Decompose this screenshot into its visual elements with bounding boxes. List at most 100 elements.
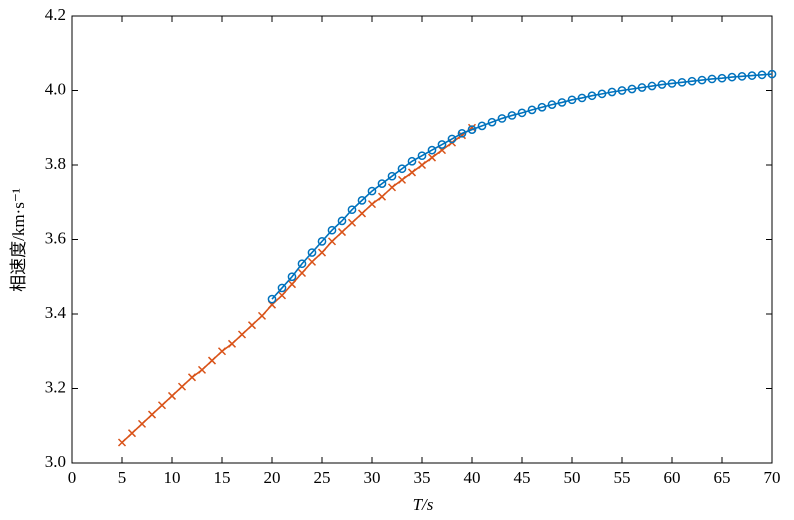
point-marker — [387, 183, 397, 192]
point-marker — [297, 259, 307, 269]
x-tick-label: 60 — [664, 468, 681, 487]
point-marker — [467, 125, 477, 134]
point-marker — [747, 71, 757, 80]
point-marker — [757, 70, 767, 80]
x-tick-label: 65 — [714, 468, 731, 487]
point-marker — [397, 175, 407, 184]
point-marker — [517, 108, 527, 118]
x-tick-label: 55 — [614, 468, 631, 487]
point-marker — [407, 156, 417, 166]
point-marker — [287, 280, 297, 289]
point-marker — [327, 237, 337, 246]
x-tick-label: 10 — [164, 468, 181, 487]
point-marker — [527, 105, 537, 115]
x-tick-label: 0 — [68, 468, 77, 487]
y-tick-label: 3.0 — [45, 452, 66, 471]
point-marker — [647, 81, 657, 91]
point-marker — [497, 114, 507, 123]
point-marker — [277, 291, 287, 300]
point-marker — [117, 438, 127, 447]
point-marker — [127, 429, 137, 438]
point-marker — [147, 410, 157, 419]
point-marker — [487, 117, 497, 127]
point-marker — [477, 121, 487, 131]
point-marker — [447, 134, 457, 144]
point-marker — [197, 365, 207, 374]
x-tick-label: 45 — [514, 468, 531, 487]
point-marker — [247, 321, 257, 330]
point-marker — [207, 356, 217, 365]
y-tick-label: 4.2 — [45, 5, 66, 24]
point-marker — [687, 76, 697, 86]
point-marker — [697, 75, 707, 85]
point-marker — [367, 186, 377, 196]
point-marker — [357, 196, 367, 205]
point-marker — [307, 248, 317, 257]
point-marker — [507, 111, 517, 120]
point-marker — [167, 391, 177, 400]
point-marker — [737, 71, 747, 81]
point-marker — [627, 84, 637, 94]
point-marker — [667, 79, 677, 88]
point-marker — [377, 179, 387, 188]
point-marker — [267, 294, 277, 304]
point-marker — [727, 72, 737, 82]
series-line — [121, 127, 473, 444]
point-marker — [217, 347, 227, 356]
point-marker — [287, 272, 297, 282]
point-marker — [707, 74, 717, 84]
point-marker — [567, 95, 577, 105]
point-marker — [587, 91, 597, 101]
point-marker — [347, 218, 357, 227]
y-tick-label: 3.6 — [45, 228, 66, 247]
point-marker — [557, 98, 567, 107]
point-marker — [337, 216, 347, 226]
plot-frame — [71, 15, 773, 464]
x-tick-label: 20 — [264, 468, 281, 487]
y-tick-label: 3.8 — [45, 154, 66, 173]
point-marker — [397, 164, 407, 174]
point-marker — [767, 69, 777, 79]
x-tick-label: 50 — [564, 468, 581, 487]
point-marker — [387, 171, 397, 181]
y-axis-label: 相速度/km·s⁻¹ — [9, 188, 28, 292]
point-marker — [547, 100, 557, 110]
point-marker — [327, 225, 337, 235]
y-tick-label: 3.2 — [45, 377, 66, 396]
point-marker — [157, 401, 167, 410]
point-marker — [677, 77, 687, 87]
x-tick-label: 40 — [464, 468, 481, 487]
point-marker — [237, 330, 247, 339]
point-marker — [597, 89, 607, 99]
point-marker — [617, 86, 627, 95]
point-marker — [347, 205, 357, 215]
point-marker — [577, 93, 587, 103]
point-marker — [227, 339, 237, 348]
point-marker — [277, 283, 287, 293]
point-marker — [427, 145, 437, 155]
point-marker — [177, 382, 187, 391]
point-marker — [307, 257, 317, 266]
x-tick-label: 5 — [118, 468, 127, 487]
point-marker — [367, 200, 377, 209]
x-tick-label: 15 — [214, 468, 231, 487]
point-marker — [317, 237, 327, 246]
point-marker — [417, 151, 427, 161]
point-marker — [717, 73, 727, 83]
point-marker — [657, 80, 667, 89]
x-tick-label: 25 — [314, 468, 331, 487]
y-tick-label: 4.0 — [45, 79, 66, 98]
point-marker — [607, 87, 617, 97]
x-tick-label: 30 — [364, 468, 381, 487]
point-marker — [297, 268, 307, 278]
point-marker — [377, 192, 387, 201]
point-marker — [437, 140, 447, 149]
point-marker — [137, 419, 147, 428]
x-axis-label: T/s — [413, 495, 434, 514]
y-tick-label: 3.4 — [45, 303, 67, 322]
point-marker — [357, 209, 367, 218]
point-marker — [457, 128, 467, 138]
point-marker — [427, 153, 437, 162]
